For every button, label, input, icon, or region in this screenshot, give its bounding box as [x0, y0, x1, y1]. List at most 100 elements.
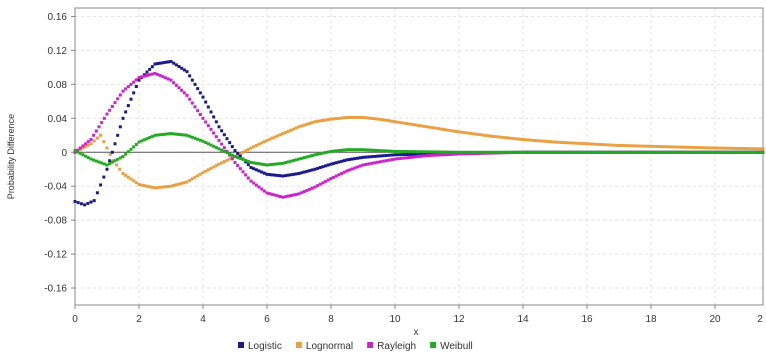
data-point	[387, 158, 391, 162]
data-point	[402, 156, 406, 160]
data-point	[669, 145, 673, 149]
data-point	[750, 150, 754, 154]
data-point	[169, 132, 173, 136]
x-tick-label: 16	[581, 314, 593, 325]
data-point	[214, 146, 218, 150]
data-point	[579, 150, 583, 154]
data-point	[422, 152, 426, 156]
data-point	[602, 143, 606, 147]
data-point	[565, 141, 569, 145]
data-point	[150, 134, 154, 138]
data-point	[477, 150, 481, 154]
data-point	[353, 166, 357, 170]
data-point	[536, 139, 540, 143]
x-tick-label: 0	[72, 314, 78, 325]
data-point	[209, 166, 213, 170]
data-point	[329, 162, 333, 166]
data-point	[402, 121, 406, 125]
data-point	[649, 144, 653, 148]
data-point	[608, 143, 612, 147]
data-point	[289, 128, 293, 132]
data-point	[445, 153, 449, 157]
data-point	[182, 68, 186, 72]
data-point	[313, 153, 317, 157]
data-point	[416, 150, 420, 154]
data-point	[113, 142, 117, 146]
data-point	[273, 173, 277, 177]
data-point	[214, 135, 218, 139]
data-point	[637, 150, 641, 154]
data-point	[329, 149, 333, 153]
data-point	[445, 128, 449, 132]
data-point	[390, 119, 394, 123]
data-point	[620, 144, 624, 148]
data-point	[437, 153, 441, 157]
data-point	[193, 136, 197, 140]
data-point	[527, 138, 531, 142]
data-point	[428, 125, 432, 129]
data-point	[260, 187, 264, 191]
data-point	[286, 160, 290, 164]
data-point	[495, 150, 499, 154]
data-point	[550, 150, 554, 154]
data-point	[358, 148, 362, 152]
data-point	[361, 148, 365, 152]
data-point	[573, 141, 577, 145]
data-point	[204, 120, 208, 124]
data-point	[204, 169, 208, 173]
data-point	[425, 152, 429, 156]
data-point	[451, 129, 455, 133]
data-point	[142, 184, 146, 188]
data-point	[388, 119, 392, 123]
data-point	[576, 141, 580, 145]
data-point	[220, 142, 224, 146]
data-point	[585, 150, 589, 154]
data-point	[440, 153, 444, 157]
data-point	[501, 135, 505, 139]
data-point	[710, 146, 714, 150]
data-point	[300, 171, 304, 175]
data-point	[281, 161, 285, 165]
data-point	[460, 150, 464, 154]
data-point	[102, 162, 106, 166]
data-point	[188, 178, 192, 182]
data-point	[198, 112, 202, 116]
data-point	[302, 170, 306, 174]
data-point	[348, 168, 352, 172]
data-point	[408, 122, 412, 126]
data-point	[504, 136, 508, 140]
data-point	[217, 138, 221, 142]
data-point	[483, 150, 487, 154]
x-tick-label: 6	[264, 314, 270, 325]
data-point	[405, 156, 409, 160]
data-point	[300, 156, 304, 160]
data-point	[721, 150, 725, 154]
data-point	[180, 181, 184, 185]
data-point	[664, 145, 668, 149]
data-point	[110, 150, 114, 154]
series-weibull	[73, 132, 765, 167]
data-point	[617, 150, 621, 154]
data-point	[393, 149, 397, 153]
data-point	[132, 91, 136, 95]
data-point	[562, 150, 566, 154]
data-point	[498, 150, 502, 154]
data-point	[381, 154, 385, 158]
data-point	[190, 78, 194, 82]
data-point	[640, 144, 644, 148]
data-point	[108, 159, 112, 163]
data-point	[276, 173, 280, 177]
data-point	[188, 134, 192, 138]
data-point	[148, 185, 152, 189]
data-point	[419, 150, 423, 154]
data-point	[212, 144, 216, 148]
gridlines	[74, 8, 763, 305]
data-point	[262, 171, 266, 175]
data-point	[396, 157, 400, 161]
data-point	[738, 146, 742, 150]
data-point	[302, 123, 306, 127]
data-point	[530, 150, 534, 154]
data-point	[611, 150, 615, 154]
data-point	[116, 157, 120, 161]
data-point	[541, 139, 545, 143]
